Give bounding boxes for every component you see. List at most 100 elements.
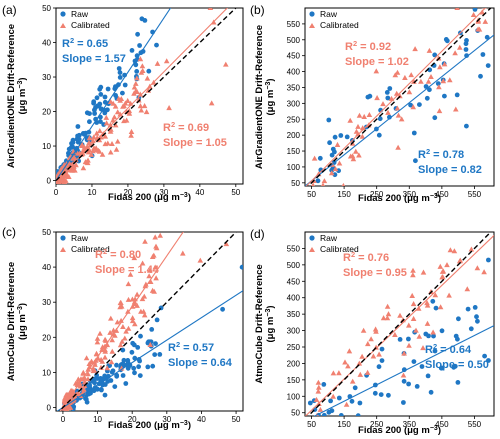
calibrated-point [311, 182, 316, 186]
raw-r2-label: R2 = 0.57 [168, 340, 214, 354]
raw-point [397, 337, 403, 342]
y-tick-label: 100 [287, 163, 301, 172]
calibrated-point [330, 393, 336, 399]
raw-point [386, 392, 391, 398]
raw-point [332, 134, 338, 140]
raw-point [372, 390, 378, 396]
raw-point [344, 134, 350, 140]
raw-slope-label: Slope = 0.50 [425, 359, 489, 371]
raw-point [367, 93, 373, 99]
calibrated-point [428, 74, 434, 79]
calibrated-point [90, 148, 96, 154]
raw-point [426, 333, 431, 339]
calibrated-point [392, 72, 399, 78]
raw-point [142, 18, 148, 23]
raw-point [154, 42, 159, 48]
calibrated-point [118, 300, 124, 305]
calibrated-point [321, 182, 325, 186]
raw-point [480, 52, 486, 57]
calibrated-point [454, 8, 460, 10]
calibrated-point [95, 147, 102, 153]
calibrated-point [151, 288, 157, 294]
raw-point [384, 90, 390, 95]
calibrated-point [313, 396, 320, 402]
calibrated-point [124, 97, 131, 103]
x-tick-label: 30 [159, 188, 168, 197]
raw-point [120, 361, 126, 367]
calibrated-point [125, 308, 131, 314]
calibrated-point [136, 97, 142, 103]
x-tick-label: 150 [337, 420, 351, 429]
raw-point [332, 172, 338, 178]
calibrated-point [108, 126, 114, 132]
raw-point [472, 305, 478, 310]
y-axis-label: AtmoCube Drift-Reference [254, 264, 265, 383]
raw-point [376, 364, 382, 370]
raw-point [486, 257, 491, 263]
calibrated-point [107, 149, 114, 155]
calibrated-slope-label: Slope = 1.05 [163, 137, 227, 149]
calibrated-point [376, 351, 382, 357]
calibrated-point [424, 300, 430, 306]
raw-point [439, 328, 445, 334]
raw-point [475, 318, 480, 324]
x-axis-label: Fidas 200 (μg m−3) [108, 420, 191, 431]
calibrated-point [153, 245, 160, 251]
raw-point [94, 95, 100, 101]
calibrated-point [80, 165, 87, 171]
raw-point [87, 111, 92, 116]
y-tick-label: 50 [42, 4, 51, 13]
calibrated-point [139, 67, 146, 73]
y-tick-label: 450 [287, 277, 301, 286]
x-tick-label: 20 [128, 415, 137, 424]
calibrated-point [147, 267, 153, 273]
calibrated-r2-label: R2 = 0.76 [343, 250, 389, 264]
calibrated-point [410, 315, 417, 321]
raw-point [406, 336, 411, 342]
calibrated-point [436, 84, 442, 90]
calibrated-point [140, 308, 147, 314]
y-tick-label: 50 [42, 228, 51, 237]
raw-point [428, 389, 434, 395]
calibrated-point [204, 157, 210, 162]
calibrated-point [457, 257, 464, 263]
raw-point [152, 352, 158, 357]
calibrated-point [336, 370, 342, 376]
raw-point [108, 378, 114, 383]
calibrated-point [80, 370, 86, 376]
calibrated-point [138, 107, 145, 113]
calibrated-point [134, 291, 140, 297]
raw-point [419, 364, 425, 369]
raw-point [315, 178, 321, 184]
raw-point [442, 93, 447, 99]
calibrated-point [345, 363, 351, 369]
calibrated-point [110, 100, 116, 106]
raw-point [454, 92, 460, 98]
raw-point [456, 316, 461, 322]
y-tick-label: 10 [42, 368, 51, 377]
plot-frame [55, 231, 244, 412]
calibrated-point [83, 159, 90, 165]
calibrated-point [102, 354, 108, 360]
calibrated-point [66, 167, 72, 173]
raw-point [117, 75, 123, 80]
raw-point [387, 86, 393, 91]
calibrated-point [474, 265, 481, 271]
raw-point [472, 8, 478, 12]
plot-area [305, 232, 494, 416]
calibrated-point [406, 89, 413, 95]
raw-slope-label: Slope = 0.82 [418, 164, 482, 176]
calibrated-point [117, 342, 124, 348]
raw-point [326, 117, 332, 123]
raw-point [120, 90, 125, 96]
calibrated-point [384, 315, 391, 321]
raw-point [432, 348, 438, 354]
calibrated-point [70, 388, 76, 394]
raw-point [101, 375, 107, 381]
calibrated-point [199, 1, 205, 6]
y-axis-label: AirGradientONE Drift-Reference [254, 25, 265, 169]
raw-point [465, 306, 471, 312]
calibrated-point [228, 2, 234, 7]
y-axis-unit: (μg m−3) [17, 77, 28, 114]
